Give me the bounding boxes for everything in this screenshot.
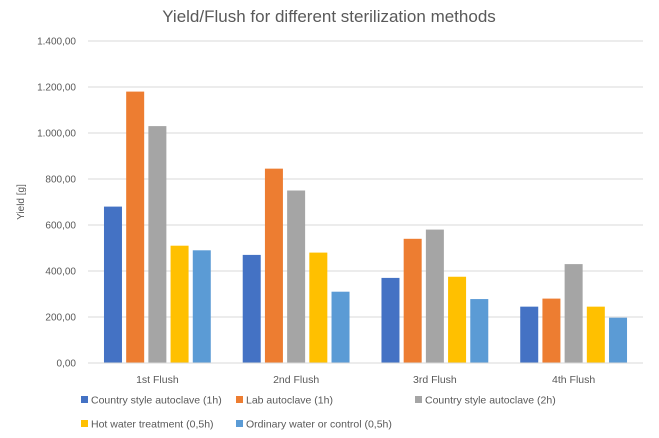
category-label: 1st Flush xyxy=(136,374,179,386)
legend: Country style autoclave (1h) Lab autoclav… xyxy=(81,395,556,431)
category-label: 4th Flush xyxy=(552,374,595,386)
y-axis-title: Yield [g] xyxy=(16,184,27,220)
legend-item: Hot water treatment (0,5h) xyxy=(81,419,214,431)
bar xyxy=(448,276,467,363)
bar xyxy=(586,306,605,363)
bar xyxy=(242,254,261,363)
bar xyxy=(609,317,628,363)
bar xyxy=(103,206,122,363)
legend-item: Ordinary water or control (0,5h) xyxy=(236,419,392,431)
bar xyxy=(520,306,539,363)
bar xyxy=(126,91,145,363)
bar xyxy=(542,298,561,363)
bar xyxy=(309,252,328,363)
y-tick-label: 200,00 xyxy=(45,313,76,324)
bar xyxy=(564,264,583,363)
legend-item: Country style autoclave (1h) xyxy=(81,395,222,407)
y-tick-label: 400,00 xyxy=(45,267,76,278)
legend-item: Country style autoclave (2h) xyxy=(415,395,556,407)
category-labels: 1st Flush 2nd Flush 3rd Flush 4th Flush xyxy=(136,374,595,386)
y-tick-label: 0,00 xyxy=(57,359,77,370)
y-tick-label: 600,00 xyxy=(45,221,76,232)
bars xyxy=(103,91,628,363)
legend-swatch xyxy=(236,396,243,403)
bar xyxy=(148,126,167,363)
bar xyxy=(381,277,400,363)
y-tick-label: 1.000,00 xyxy=(37,129,76,140)
legend-label: Country style autoclave (1h) xyxy=(91,395,222,407)
legend-item: Lab autoclave (1h) xyxy=(236,395,333,407)
y-tick-label: 800,00 xyxy=(45,175,76,186)
y-tick-label: 1.200,00 xyxy=(37,83,76,94)
legend-swatch xyxy=(81,396,88,403)
bar xyxy=(425,229,444,363)
legend-swatch xyxy=(415,396,422,403)
bar xyxy=(470,299,489,363)
legend-label: Hot water treatment (0,5h) xyxy=(91,419,214,431)
chart-title: Yield/Flush for different sterilization … xyxy=(162,7,496,26)
bar xyxy=(331,291,350,363)
legend-label: Ordinary water or control (0,5h) xyxy=(246,419,392,431)
legend-swatch xyxy=(236,420,243,427)
bar xyxy=(170,245,189,363)
bar xyxy=(264,168,283,363)
legend-swatch xyxy=(81,420,88,427)
category-label: 2nd Flush xyxy=(273,374,319,386)
bar xyxy=(192,250,211,363)
legend-label: Lab autoclave (1h) xyxy=(246,395,333,407)
y-tick-labels: 0,00 200,00 400,00 600,00 800,00 1.000,00 1.20… xyxy=(37,37,76,370)
legend-label: Country style autoclave (2h) xyxy=(425,395,556,407)
bar xyxy=(403,238,422,363)
bar xyxy=(287,190,306,363)
category-label: 3rd Flush xyxy=(413,374,457,386)
y-tick-label: 1.400,00 xyxy=(37,37,76,48)
